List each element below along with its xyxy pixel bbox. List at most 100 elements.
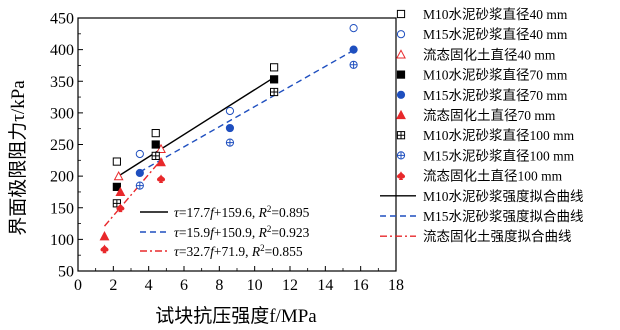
data-point [112,182,121,191]
x-tick-label: 0 [74,277,82,294]
x-tick-label: 6 [180,277,188,294]
legend-entry-4: M10水泥砂浆直径70 mm [396,68,568,83]
legend-marker [396,90,406,99]
series-4 [112,75,279,191]
data-point [113,170,124,181]
data-point-cross [350,61,358,69]
x-tick-label: 16 [353,277,369,294]
y-tick-label: 200 [50,169,74,186]
plot-area: 0 2 4 6 8 10 12 14 16 18 50 100 150 200 250 300 350 400 45… [50,11,404,295]
data-point-cross [113,199,121,207]
fit-equation-label: τ=32.7f+71.9, R2=0.855 [174,243,303,259]
legend-marker [396,9,406,19]
legend-entry-12: 流态固化土强度拟合曲线 [380,229,572,244]
x-tick-label: 12 [282,277,298,294]
data-point [135,181,144,190]
y-tick-label: 250 [50,137,74,154]
fit-equation-label: τ=17.7f+159.6, R2=0.895 [174,204,310,220]
y-tick-label: 100 [50,232,74,249]
data-point [135,168,144,178]
data-point [151,129,160,138]
data-point [349,60,358,69]
y-tick-label: 150 [50,200,74,217]
data-point-cross [152,152,160,160]
legend-label: M15水泥砂浆直径70 mm [423,88,568,103]
legend-label: M15水泥砂浆直径40 mm [423,27,568,42]
data-point [115,186,126,197]
series-3 [113,143,166,181]
data-point-cross [270,88,278,96]
legend-entry-1: M10水泥砂浆直径40 mm [396,7,568,22]
series-9 [100,174,166,254]
data-point [151,140,160,149]
legend-label: 流态固化土直径40 mm [423,47,556,62]
legend-entry-11: M15水泥砂浆强度拟合曲线 [380,209,584,224]
data-point [270,87,279,97]
series-6 [99,157,166,241]
legend-marker [396,151,406,160]
data-point [156,157,166,167]
fit-line-2 [139,49,354,173]
data-point [151,151,160,160]
series-7 [112,87,279,208]
data-point [349,45,358,54]
legend-entry-10: M10水泥砂浆强度拟合曲线 [380,189,584,204]
fit-equation-label: τ=15.9f+150.9, R2=0.923 [174,224,310,240]
data-point [270,63,279,72]
legend-label: 流态固化土直径70 mm [423,108,556,123]
x-tick-label: 4 [145,277,153,294]
legend-marker [396,70,406,79]
legend-marker [396,30,406,39]
series-1 [112,63,279,166]
fit-line-1 [116,76,275,178]
data-point [156,143,166,154]
data-point [225,123,235,133]
data-point [225,138,235,147]
data-point [112,157,121,166]
legend-entry-5: M15水泥砂浆直径70 mm [396,88,568,103]
x-tick-label: 8 [215,277,223,294]
legend-marker [396,49,406,59]
data-point [349,24,358,33]
legend-entry-9: 流态固化土直径100 mm [396,169,563,184]
legend-marker-cross [397,131,405,139]
fit-equation-box: τ=17.7f+159.6, R2=0.895 τ=15.9f+150.9, R2… [140,204,310,259]
series-8 [135,60,358,190]
x-tick-label: 14 [317,277,333,294]
legend-label: M10水泥砂浆直径100 mm [423,128,575,143]
y-axis-title: 界面极限阻力τ/kPa [7,80,29,236]
data-point [156,174,166,184]
legend-marker [396,171,406,180]
data-point [112,199,121,208]
legend-marker [396,131,406,140]
legend-entry-8: M15水泥砂浆直径100 mm [396,148,575,163]
x-tick-label: 10 [247,277,263,294]
legend-label: M10水泥砂浆直径70 mm [423,68,568,83]
data-point [225,106,235,116]
legend-entry-3: 流态固化土直径40 mm [396,47,556,62]
x-axis-title: 试块抗压强度f/MPa [155,305,317,327]
y-tick-label: 300 [50,105,74,122]
y-tick-label: 50 [58,264,74,281]
data-point-cross [136,182,144,190]
legend-label: M10水泥砂浆直径40 mm [423,7,568,22]
data-point [116,203,125,213]
fit-line-3 [103,159,162,227]
legend-label: M15水泥砂浆直径100 mm [423,148,575,163]
legend-entry-6: 流态固化土直径70 mm [396,108,556,123]
x-tick-label: 2 [109,277,117,294]
legend-label: M15水泥砂浆强度拟合曲线 [423,209,584,224]
legend-marker [396,109,406,120]
data-point [135,149,144,159]
legend-entry-7: M10水泥砂浆直径100 mm [396,128,575,143]
series-5 [135,45,358,178]
legend-label: M10水泥砂浆强度拟合曲线 [423,189,584,204]
data-point [99,231,110,241]
y-tick-label: 400 [50,42,74,59]
legend-marker-cross [397,151,405,159]
y-tick-label: 450 [50,11,74,28]
x-tick-label: 18 [388,277,404,294]
legend-label: 流态固化土强度拟合曲线 [423,229,572,244]
legend-entry-2: M15水泥砂浆直径40 mm [396,27,568,42]
